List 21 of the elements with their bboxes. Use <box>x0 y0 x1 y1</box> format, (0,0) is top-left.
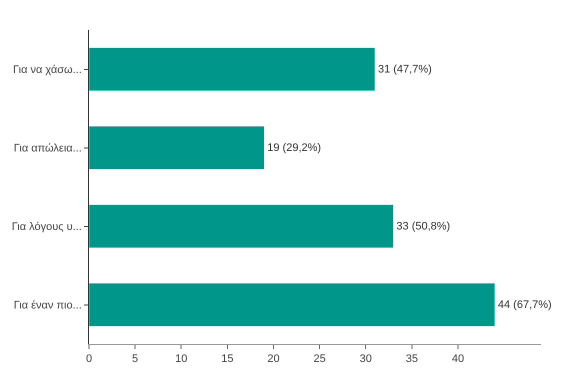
y-tick-label: Για λόγους υ... <box>12 221 82 234</box>
bar <box>89 282 496 327</box>
bar <box>89 204 394 248</box>
y-tick-label: Για έναν πιο... <box>14 300 82 312</box>
bar <box>89 47 376 92</box>
x-tick-label: 0 <box>86 353 92 366</box>
x-tick-label: 40 <box>452 353 464 366</box>
data-label: 33 (50,8%) <box>396 220 450 232</box>
data-label: 31 (47,7%) <box>378 63 432 76</box>
y-tick-label: Για απώλεια... <box>14 142 82 155</box>
x-tick-label: 15 <box>221 353 234 366</box>
data-label: 44 (67,7%) <box>498 298 552 311</box>
x-tick-label: 25 <box>313 353 326 366</box>
x-tick-label: 5 <box>132 353 138 366</box>
bar <box>89 126 265 170</box>
y-tick-label: Για να χάσω... <box>13 64 82 76</box>
x-tick-label: 35 <box>406 353 418 366</box>
data-label: 19 (29,2%) <box>267 142 322 154</box>
x-tick-label: 20 <box>267 353 280 366</box>
x-tick-label: 10 <box>175 353 188 366</box>
x-tick-label: 30 <box>360 353 372 366</box>
